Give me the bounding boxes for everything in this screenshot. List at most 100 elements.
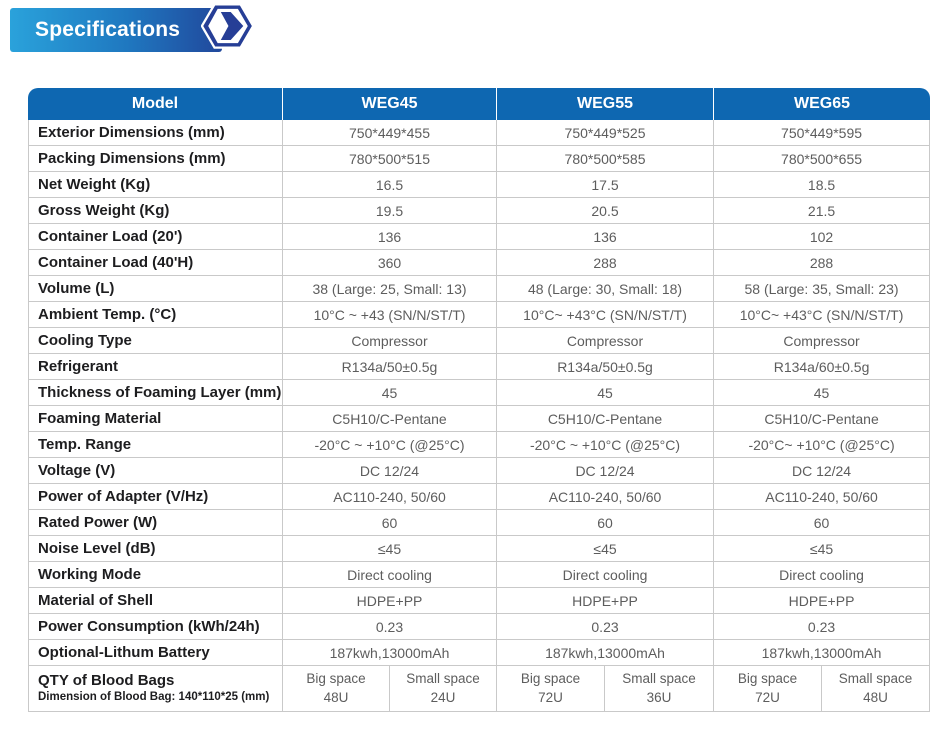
big-space-label: Big space [520,671,581,687]
specifications-table: Model WEG45 WEG55 WEG65 Exterior Dimensions… [28,88,931,712]
model-header-3: WEG65 [714,88,931,120]
spec-value: 19.5 [283,198,498,224]
spec-value: 60 [497,510,715,536]
row-label: Refrigerant [28,354,283,380]
row-label: Thickness of Foaming Layer (mm) [28,380,283,406]
spec-value: DC 12/24 [283,458,498,484]
spec-value: 18.5 [714,172,931,198]
spec-row: Gross Weight (Kg) 19.5 20.5 21.5 [28,198,931,224]
spec-value: 780*500*655 [714,146,931,172]
small-space-label: Small space [406,671,480,687]
spec-row: Container Load (20') 136 136 102 [28,224,931,250]
spec-value: C5H10/C-Pentane [283,406,498,432]
spec-value: Compressor [714,328,931,354]
spec-row: Net Weight (Kg) 16.5 17.5 18.5 [28,172,931,198]
spec-value: DC 12/24 [714,458,931,484]
spec-value: Direct cooling [283,562,498,588]
blood-bags-label: QTY of Blood Bags [38,672,175,690]
spec-row: Thickness of Foaming Layer (mm) 45 45 45 [28,380,931,406]
row-label: Exterior Dimensions (mm) [28,120,283,146]
spec-value: 45 [497,380,715,406]
spec-value: 187kwh,13000mAh [714,640,931,666]
row-label: Container Load (20') [28,224,283,250]
specifications-banner: Specifications [10,8,222,52]
spec-value: HDPE+PP [283,588,498,614]
spec-row: Ambient Temp. (°C) 10°C ~ +43 (SN/N/ST/T)… [28,302,931,328]
big-space-label: Big space [306,671,366,687]
spec-value: 750*449*525 [497,120,715,146]
spec-value: HDPE+PP [714,588,931,614]
spec-row: Refrigerant R134a/50±0.5g R134a/50±0.5g R13… [28,354,931,380]
spec-value: R134a/50±0.5g [497,354,715,380]
spec-value: -20°C ~ +10°C (@25°C) [283,432,498,458]
spec-value: Direct cooling [497,562,715,588]
section-header: Specifications [0,0,280,58]
row-label: Power Consumption (kWh/24h) [28,614,283,640]
spec-value: 17.5 [497,172,715,198]
small-space-cell: Small space 24U [390,666,498,712]
spec-row: Rated Power (W) 60 60 60 [28,510,931,536]
spec-row: Container Load (40'H) 360 288 288 [28,250,931,276]
row-label: Container Load (40'H) [28,250,283,276]
big-space-value: 48U [323,689,349,705]
row-label: Optional-Lithum Battery [28,640,283,666]
spec-value: 288 [497,250,715,276]
chevron-right-icon [201,3,255,49]
spec-value: AC110-240, 50/60 [497,484,715,510]
big-space-cell: Big space 72U [497,666,606,712]
model-column-header: Model [28,88,283,120]
spec-value: C5H10/C-Pentane [497,406,715,432]
spec-value: 60 [283,510,498,536]
spec-value: 102 [714,224,931,250]
row-label: Foaming Material [28,406,283,432]
row-label: Material of Shell [28,588,283,614]
spec-value: 136 [497,224,715,250]
spec-row: Voltage (V) DC 12/24 DC 12/24 DC 12/24 [28,458,931,484]
small-space-cell: Small space 48U [822,666,931,712]
spec-value: HDPE+PP [497,588,715,614]
row-label: Volume (L) [28,276,283,302]
spec-row: Working Mode Direct cooling Direct cooling… [28,562,931,588]
small-space-label: Small space [622,671,696,687]
spec-value: DC 12/24 [497,458,715,484]
small-space-cell: Small space 36U [605,666,715,712]
spec-value: Direct cooling [714,562,931,588]
spec-value: -20°C~ +10°C (@25°C) [714,432,931,458]
row-label: Cooling Type [28,328,283,354]
page-title: Specifications [35,18,181,41]
model-header-1: WEG45 [283,88,498,120]
spec-value: ≤45 [283,536,498,562]
row-label: Power of Adapter (V/Hz) [28,484,283,510]
spec-row: Cooling Type Compressor Compressor Compress… [28,328,931,354]
spec-value: 0.23 [714,614,931,640]
spec-row: Exterior Dimensions (mm) 750*449*455 750*4… [28,120,931,146]
spec-row: Material of Shell HDPE+PP HDPE+PP HDPE+PP [28,588,931,614]
spec-value: 750*449*455 [283,120,498,146]
table-header-row: Model WEG45 WEG55 WEG65 [28,88,931,120]
row-label: Gross Weight (Kg) [28,198,283,224]
spec-value: AC110-240, 50/60 [714,484,931,510]
spec-value: 750*449*595 [714,120,931,146]
spec-value: 10°C ~ +43 (SN/N/ST/T) [283,302,498,328]
spec-value: 16.5 [283,172,498,198]
spec-value: 0.23 [497,614,715,640]
spec-value: 187kwh,13000mAh [497,640,715,666]
spec-value: 48 (Large: 30, Small: 18) [497,276,715,302]
spec-value: 10°C~ +43°C (SN/N/ST/T) [497,302,715,328]
spec-value: R134a/50±0.5g [283,354,498,380]
spec-value: ≤45 [714,536,931,562]
row-label: Packing Dimensions (mm) [28,146,283,172]
row-label: Noise Level (dB) [28,536,283,562]
spec-value: 288 [714,250,931,276]
spec-value: 187kwh,13000mAh [283,640,498,666]
big-space-cell: Big space 72U [714,666,823,712]
spec-row: Optional-Lithum Battery 187kwh,13000mAh 18… [28,640,931,666]
big-space-value: 72U [755,689,780,705]
blood-bags-row: QTY of Blood Bags Dimension of Blood Bag:… [28,666,931,712]
spec-value: R134a/60±0.5g [714,354,931,380]
spec-value: 45 [283,380,498,406]
blood-bag-dimension-label: Dimension of Blood Bag: 140*110*25 (mm) [38,690,270,703]
spec-value: C5H10/C-Pentane [714,406,931,432]
model-header-2: WEG55 [497,88,715,120]
